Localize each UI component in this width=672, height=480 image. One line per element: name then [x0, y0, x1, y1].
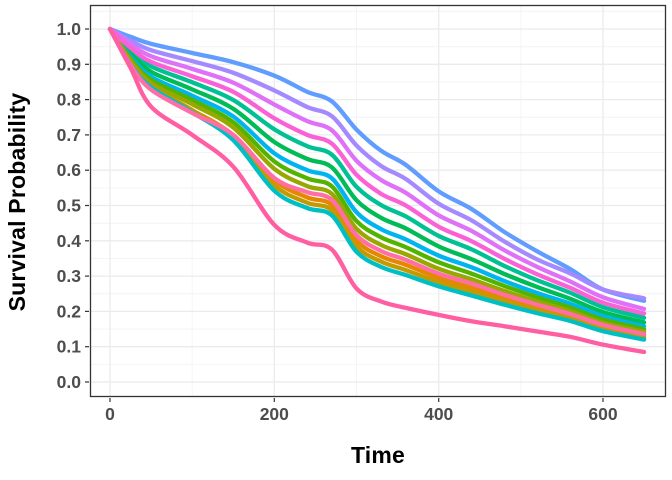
x-tick-label: 400 — [424, 404, 453, 424]
survival-curve-curve-07 — [107, 26, 647, 332]
survival-curve-curve-04 — [107, 26, 647, 320]
y-tick-label: 0.0 — [57, 372, 82, 392]
x-tick-label: 200 — [260, 404, 289, 424]
x-tick-label: 0 — [105, 404, 115, 424]
x-axis-title: Time — [350, 442, 406, 468]
y-tick-label: 0.2 — [57, 301, 82, 321]
y-tick-label: 0.6 — [57, 160, 82, 180]
y-tick-label: 1.0 — [57, 19, 82, 39]
y-tick-label: 0.9 — [57, 54, 82, 74]
survival-curve-curve-13 — [107, 26, 647, 316]
y-tick-label: 0.7 — [57, 125, 81, 145]
y-tick-label: 0.5 — [57, 196, 82, 216]
y-tick-label: 0.4 — [57, 231, 82, 251]
y-axis-title: Survival Probability — [4, 92, 30, 312]
survival-curve-curve-08 — [107, 26, 647, 335]
y-tick-label: 0.8 — [57, 90, 82, 110]
survival-curve-curve-12 — [107, 26, 647, 337]
survival-curve-curve-01 — [107, 26, 647, 303]
y-tick-label: 0.1 — [57, 337, 82, 357]
y-tick-label: 0.3 — [57, 266, 82, 286]
survival-curve-curve-14 — [107, 26, 647, 355]
survival-curve-curve-05 — [107, 26, 647, 325]
survival-curve-curve-06 — [107, 26, 647, 329]
x-tick-label: 600 — [588, 404, 617, 424]
survival-curve-curve-02 — [107, 26, 647, 301]
survival-curve-curve-03 — [107, 26, 647, 312]
panel-border — [89, 4, 667, 398]
